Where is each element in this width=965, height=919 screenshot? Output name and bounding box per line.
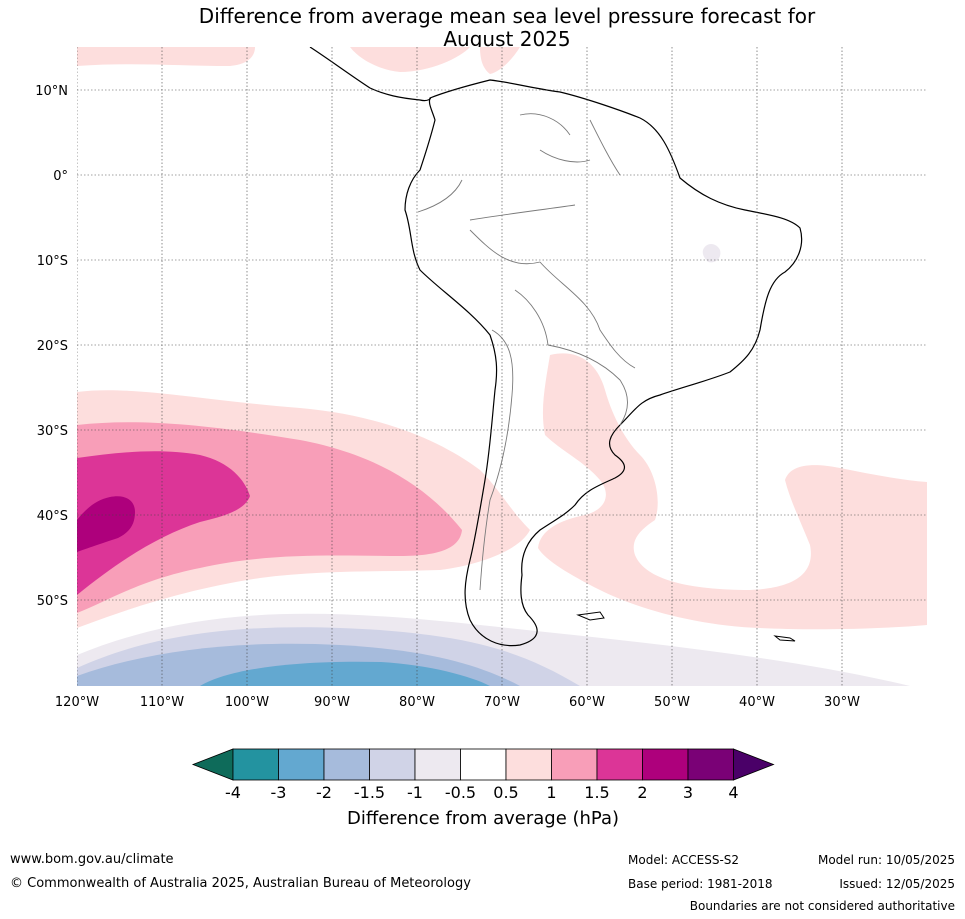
lon-label: 50°W <box>654 695 690 710</box>
colorbar-tick-label: -4 <box>225 783 241 802</box>
south-america-coastline <box>404 79 803 647</box>
colorbar-extend-max <box>733 748 775 781</box>
colorbar-swatch <box>596 748 643 781</box>
contour-pos-2-pacific <box>77 496 135 552</box>
contour-neg-2 <box>200 661 490 686</box>
colorbar-tick-label: 1 <box>546 783 556 802</box>
colorbar-tick-label: -0.5 <box>445 783 476 802</box>
colorbar-swatch <box>369 748 416 781</box>
colorbar-tick-label: 1.5 <box>584 783 609 802</box>
footer-model: Model: ACCESS-S2 <box>628 853 740 867</box>
contour-neg-0.5-brazil <box>702 244 721 263</box>
lat-label: 40°S <box>37 509 68 524</box>
colorbar <box>191 748 775 781</box>
colorbar-swatch <box>687 748 734 781</box>
lat-label: 10°S <box>37 254 68 269</box>
colorbar-swatch <box>414 748 461 781</box>
country-borders <box>417 113 636 591</box>
colorbar-tick-label: 4 <box>728 783 738 802</box>
colorbar-swatch <box>505 748 552 781</box>
lon-label: 80°W <box>399 695 435 710</box>
colorbar-tick-label: 3 <box>683 783 693 802</box>
colorbar-extend-min <box>191 748 234 781</box>
contour-pos-0.5-gulf <box>480 47 520 74</box>
contour-pos-0.5-atlantic <box>538 353 927 630</box>
colorbar-tick-label: -1.5 <box>354 783 385 802</box>
lon-label: 120°W <box>55 695 99 710</box>
map-axis-labels: 10°N 0° 10°S 20°S 30°S 40°S 50°S 120°W 110°W 100°… <box>35 84 860 710</box>
contour-pos-0.5-caribbean <box>350 47 470 72</box>
lat-label: 0° <box>53 169 68 184</box>
colorbar-swatch <box>278 748 325 781</box>
colorbar-swatch <box>323 748 370 781</box>
colorbar-title: Difference from average (hPa) <box>346 808 620 829</box>
colorbar-tick-label: -1 <box>407 783 423 802</box>
lon-label: 30°W <box>824 695 860 710</box>
lon-label: 70°W <box>484 695 520 710</box>
map-title-line2: August 2025 <box>443 27 571 51</box>
central-america-coastline <box>309 47 432 102</box>
lon-label: 40°W <box>739 695 775 710</box>
contour-pos-1.5-pacific <box>77 451 250 595</box>
colorbar-swatch <box>551 748 598 781</box>
lat-label: 20°S <box>37 339 68 354</box>
colorbar-swatch <box>460 748 507 781</box>
lon-label: 60°W <box>569 695 605 710</box>
falkland-islands <box>576 611 605 621</box>
colorbar-tick-label: 2 <box>637 783 647 802</box>
lon-label: 110°W <box>140 695 184 710</box>
footer-model-run: Model run: 10/05/2025 <box>817 853 955 867</box>
colorbar-swatch <box>642 748 689 781</box>
colorbar-swatch <box>232 748 279 781</box>
footer-disclaimer: Boundaries are not considered authoritat… <box>689 899 955 913</box>
colorbar-tick-label: -3 <box>271 783 287 802</box>
colorbar-tick-label: 0.5 <box>493 783 518 802</box>
colorbar-ticks: -4 -3 -2 -1.5 -1 -0.5 0.5 1 1.5 2 3 4 <box>225 783 739 802</box>
lat-label: 30°S <box>37 424 68 439</box>
footer-base-period: Base period: 1981-2018 <box>628 877 773 891</box>
colorbar-tick-label: -2 <box>316 783 332 802</box>
south-georgia <box>773 635 796 642</box>
map-plot-area <box>77 47 927 686</box>
lat-label: 10°N <box>35 84 68 99</box>
map-title-line1: Difference from average mean sea level p… <box>198 4 816 28</box>
footer-issued: Issued: 12/05/2025 <box>839 877 955 891</box>
footer-copyright: © Commonwealth of Australia 2025, Austra… <box>10 876 471 891</box>
footer-website: www.bom.gov.au/climate <box>10 852 174 867</box>
lat-label: 50°S <box>37 594 68 609</box>
lon-label: 100°W <box>225 695 269 710</box>
lon-label: 90°W <box>314 695 350 710</box>
map-gridlines <box>77 47 927 686</box>
contour-pos-0.5-north <box>77 47 255 66</box>
